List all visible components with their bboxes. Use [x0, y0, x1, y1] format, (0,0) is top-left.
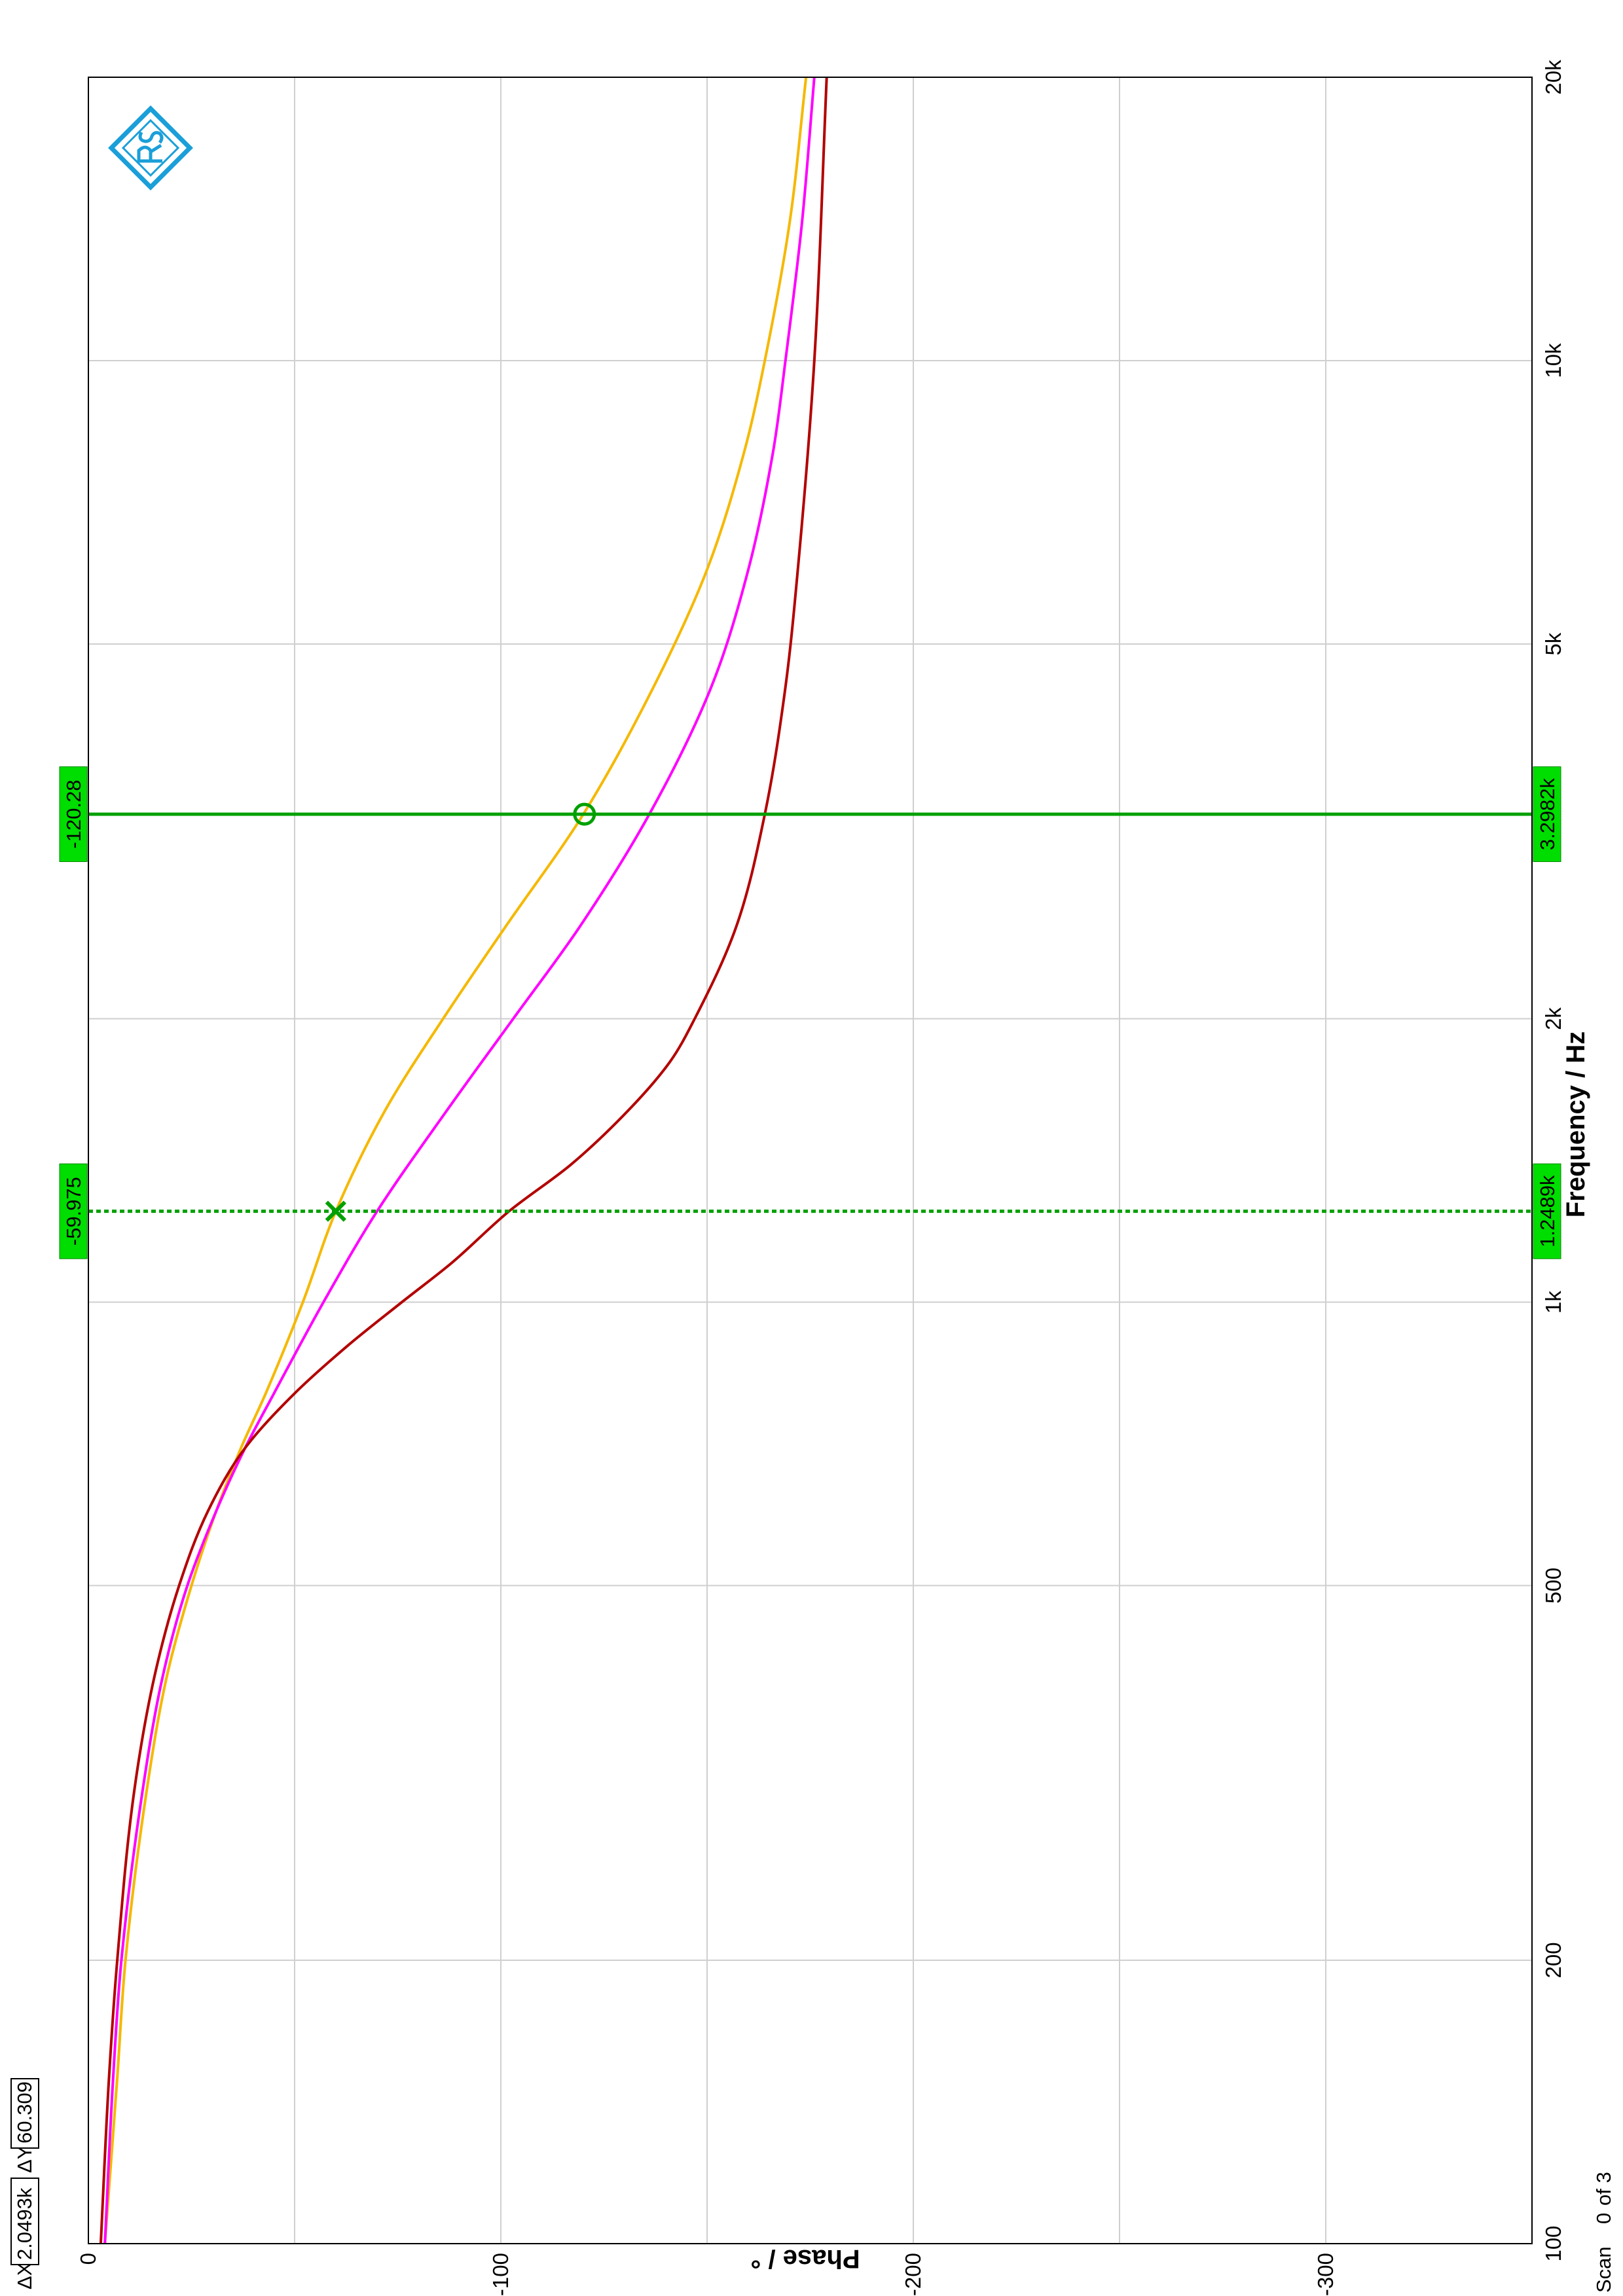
tick-labels: 100 200 500 1k 2k 5k 10k 20k 0 -100 -200 -300 [76, 60, 1565, 2296]
x-tick-label: 20k [1541, 60, 1565, 95]
marker-x-label: 3.2982k [1536, 778, 1559, 850]
x-tick-label: 2k [1541, 1007, 1565, 1030]
logo-r-glyph [137, 143, 162, 163]
marker-y-label-box [59, 766, 88, 862]
scan-readout: Scan 0 of 3 [1592, 2172, 1615, 2293]
y-axis-title: Phase / ° [750, 2244, 860, 2273]
rs-logo [108, 105, 193, 190]
scan-label: Scan [1592, 2246, 1615, 2293]
scan-total: of 3 [1592, 2172, 1615, 2206]
delta-y-value: 60.309 [13, 2081, 36, 2144]
logo-s-glyph [138, 131, 164, 144]
x-tick-label: 10k [1541, 343, 1565, 378]
marker-y-label: -120.28 [62, 780, 85, 848]
x-tick-label: 5k [1541, 632, 1565, 655]
series-line-3 [99, 77, 828, 2244]
marker-symbol-circle [573, 802, 596, 826]
series-layer [99, 77, 828, 2244]
x-tick-label: 1k [1541, 1291, 1565, 1314]
x-tick-label: 100 [1541, 2225, 1565, 2261]
marker-x-label-box [1533, 1163, 1561, 1259]
delta-x-value: 2.0493k [13, 2187, 36, 2260]
delta-y-box [10, 2078, 39, 2149]
delta-y-label: ΔY [13, 2146, 36, 2173]
marker-y-label-box [59, 1163, 88, 1259]
y-tick-label: -300 [1313, 2253, 1338, 2296]
series-line-2 [103, 77, 816, 2244]
scan-index: 0 [1592, 2213, 1615, 2224]
marker-y-label: -59.975 [62, 1177, 85, 1246]
y-tick-label: -200 [901, 2253, 925, 2296]
delta-x-box [10, 2178, 39, 2265]
logo-diamond [108, 105, 193, 190]
marker-x-label-box [1533, 766, 1561, 862]
plot-frame [88, 77, 1533, 2244]
x-axis-title: Frequency / Hz [1561, 1031, 1590, 1218]
delta-x-label: ΔX [13, 2262, 36, 2289]
marker-x-label: 1.2489k [1536, 1175, 1559, 1247]
grid [88, 77, 1532, 2244]
x-tick-label: 200 [1541, 1942, 1565, 1978]
logo-inner-diamond [121, 118, 180, 177]
y-tick-label: 0 [76, 2253, 100, 2265]
y-tick-label: -100 [488, 2253, 513, 2296]
series-line-1 [103, 77, 808, 2244]
marker-symbol-x [325, 1200, 346, 1222]
marker-layer: -59.975 1.2489k -120.28 3.2982k [59, 766, 1561, 1259]
x-tick-label: 500 [1541, 1568, 1565, 1604]
delta-readout: ΔX 2.0493k ΔY 60.309 [10, 2078, 39, 2289]
